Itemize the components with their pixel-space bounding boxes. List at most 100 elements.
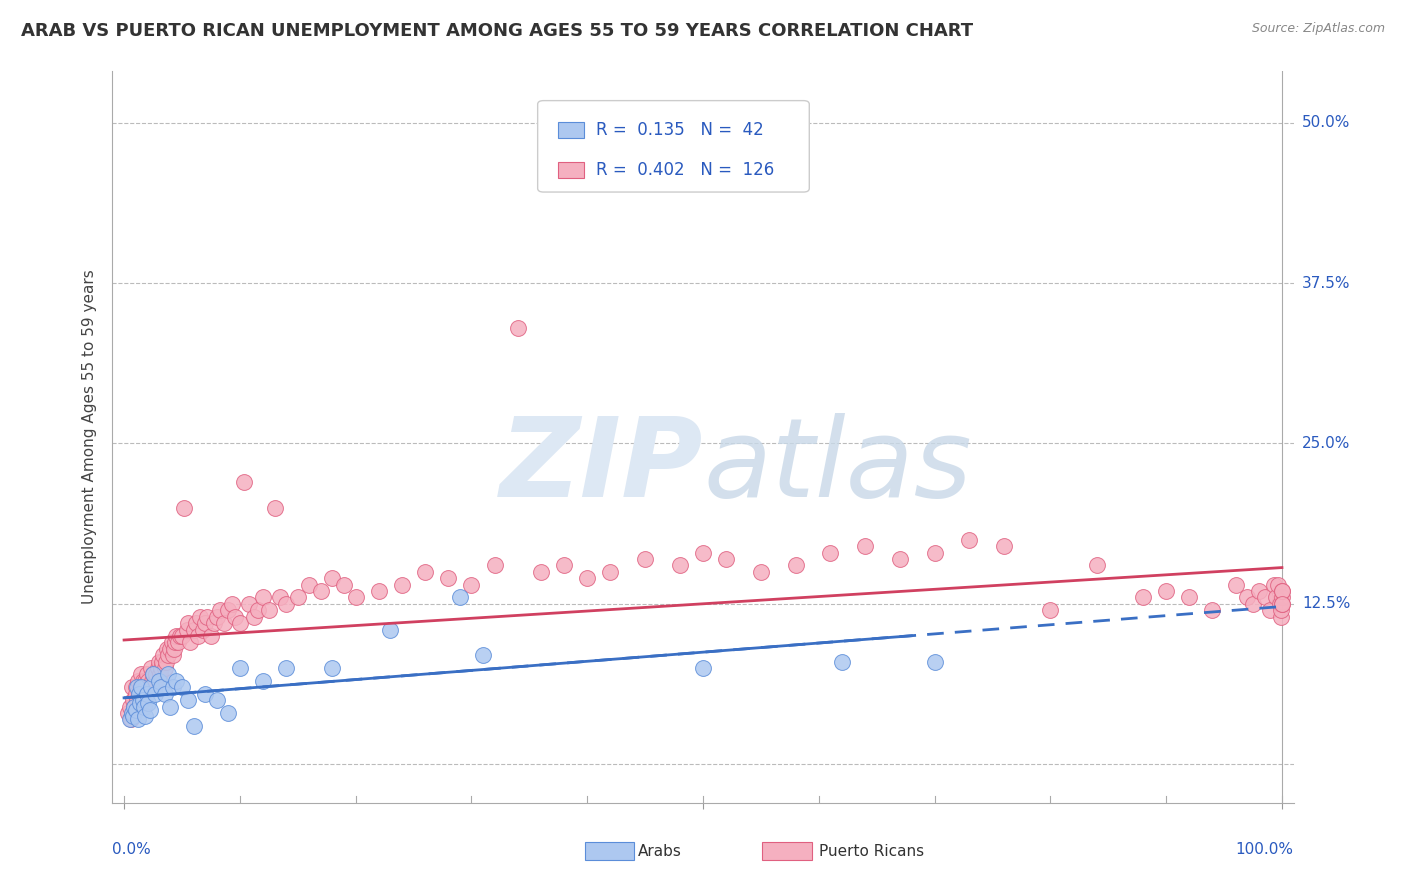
Point — [247, 603, 270, 617]
Point — [134, 708, 156, 723]
Point — [1253, 591, 1275, 605]
Point — [136, 687, 159, 701]
Point — [170, 681, 193, 695]
Point — [460, 577, 482, 591]
Point — [163, 635, 186, 649]
Text: ZIP: ZIP — [499, 413, 703, 520]
Point — [125, 693, 148, 707]
Point — [124, 703, 146, 717]
Point — [1178, 591, 1201, 605]
Text: 37.5%: 37.5% — [1302, 276, 1350, 291]
Point — [576, 571, 599, 585]
Point — [157, 667, 180, 681]
Point — [142, 667, 165, 681]
Point — [155, 655, 177, 669]
Point — [217, 706, 239, 720]
Point — [184, 616, 207, 631]
Point — [121, 706, 143, 720]
Point — [692, 545, 714, 559]
Point — [209, 603, 232, 617]
Point — [124, 681, 146, 695]
Point — [131, 673, 153, 688]
Point — [160, 635, 183, 649]
Point — [484, 558, 506, 573]
Point — [128, 687, 150, 701]
Point — [1085, 558, 1108, 573]
Point — [153, 687, 176, 701]
Point — [167, 635, 190, 649]
Point — [177, 616, 200, 631]
Point — [1260, 603, 1282, 617]
Point — [449, 591, 471, 605]
Point — [993, 539, 1015, 553]
Point — [252, 673, 274, 688]
Point — [276, 661, 298, 675]
Point — [152, 648, 174, 663]
Point — [276, 597, 298, 611]
Point — [131, 681, 153, 695]
Text: 100.0%: 100.0% — [1236, 842, 1294, 856]
Point — [1270, 603, 1292, 617]
Point — [143, 687, 166, 701]
Point — [1241, 597, 1264, 611]
Point — [553, 558, 575, 573]
Point — [129, 696, 152, 710]
Point — [145, 667, 167, 681]
Point — [333, 577, 356, 591]
Point — [194, 687, 217, 701]
Point — [229, 616, 252, 631]
Point — [128, 687, 150, 701]
Point — [831, 655, 853, 669]
Point — [309, 584, 332, 599]
Point — [143, 673, 166, 688]
Point — [252, 591, 274, 605]
Point — [179, 635, 201, 649]
Point — [1225, 577, 1247, 591]
Point — [344, 591, 367, 605]
Text: Source: ZipAtlas.com: Source: ZipAtlas.com — [1251, 22, 1385, 36]
FancyBboxPatch shape — [558, 162, 583, 178]
Point — [118, 712, 141, 726]
Point — [132, 687, 155, 701]
Point — [129, 681, 152, 695]
Point — [122, 708, 145, 723]
Point — [150, 681, 173, 695]
Point — [132, 699, 155, 714]
Point — [321, 661, 343, 675]
Point — [530, 565, 553, 579]
Point — [159, 641, 181, 656]
Point — [1267, 577, 1289, 591]
Point — [1236, 591, 1258, 605]
Point — [159, 699, 181, 714]
Point — [924, 545, 946, 559]
Point — [194, 616, 217, 631]
Point — [1132, 591, 1154, 605]
Point — [135, 681, 157, 695]
Text: R =  0.135   N =  42: R = 0.135 N = 42 — [596, 121, 763, 139]
Point — [1271, 591, 1294, 605]
Point — [165, 629, 187, 643]
Point — [221, 597, 243, 611]
Point — [124, 699, 146, 714]
Point — [889, 552, 911, 566]
Point — [321, 571, 343, 585]
Point — [437, 571, 460, 585]
Point — [124, 687, 146, 701]
Text: R =  0.402   N =  126: R = 0.402 N = 126 — [596, 161, 773, 179]
Point — [853, 539, 876, 553]
Y-axis label: Unemployment Among Ages 55 to 59 years: Unemployment Among Ages 55 to 59 years — [82, 269, 97, 605]
Point — [212, 616, 235, 631]
Point — [1247, 584, 1270, 599]
Point — [298, 577, 321, 591]
Point — [957, 533, 980, 547]
Point — [1039, 603, 1062, 617]
Text: 50.0%: 50.0% — [1302, 115, 1350, 130]
Text: atlas: atlas — [703, 413, 972, 520]
Point — [157, 648, 180, 663]
Point — [1271, 597, 1294, 611]
Point — [190, 609, 212, 624]
Point — [820, 545, 842, 559]
Point — [177, 693, 200, 707]
Point — [187, 629, 209, 643]
Point — [224, 609, 246, 624]
